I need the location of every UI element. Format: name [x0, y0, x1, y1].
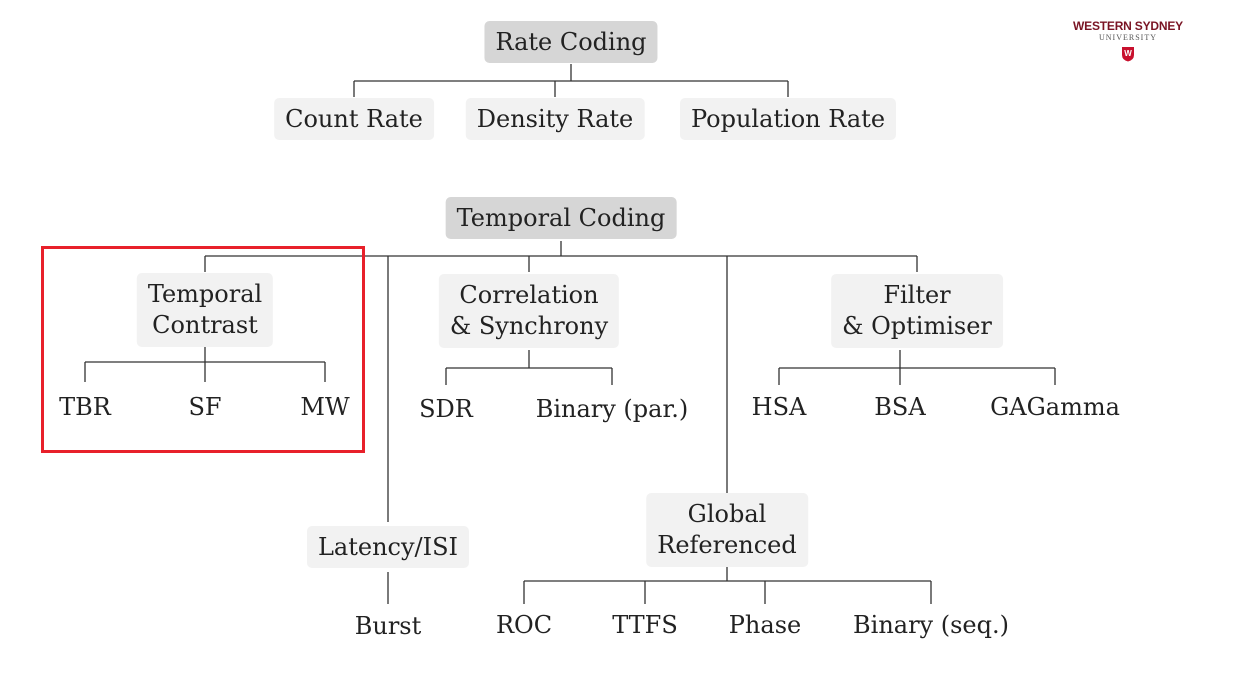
phase-node: Phase — [728, 611, 802, 639]
count-rate-node: Count Rate — [274, 98, 434, 140]
rate-coding-root: Rate Coding — [484, 21, 658, 63]
bsa-node: BSA — [874, 393, 926, 421]
roc-node: ROC — [495, 611, 553, 639]
logo-name: WESTERN SYDNEY — [1073, 19, 1183, 33]
binary-par-node: Binary (par.) — [535, 395, 689, 423]
correlation-line1: Correlation — [459, 281, 599, 309]
filter-optimiser-node: Filter & Optimiser — [831, 274, 1003, 348]
temporal-coding-root: Temporal Coding — [445, 197, 677, 239]
population-rate-node: Population Rate — [679, 98, 897, 140]
gagamma-node: GAGamma — [990, 393, 1120, 421]
temporal-contrast-node: Temporal Contrast — [136, 273, 274, 347]
university-logo: WESTERN SYDNEY UNIVERSITY W — [1070, 20, 1186, 66]
binary-seq-node: Binary (seq.) — [853, 611, 1009, 639]
ttfs-node: TTFS — [612, 611, 678, 639]
tbr-node: TBR — [59, 393, 111, 421]
global-referenced-node: Global Referenced — [646, 493, 808, 567]
density-rate-node: Density Rate — [465, 98, 645, 140]
burst-node: Burst — [354, 612, 422, 640]
filter-line1: Filter — [883, 281, 951, 309]
logo-subtitle: UNIVERSITY — [1099, 33, 1157, 42]
temporal-contrast-line1: Temporal — [147, 280, 263, 308]
mw-node: MW — [300, 393, 350, 421]
hsa-node: HSA — [751, 393, 807, 421]
sdr-node: SDR — [419, 395, 473, 423]
sf-node: SF — [188, 393, 222, 421]
global-line1: Global — [687, 500, 767, 528]
filter-line2: & Optimiser — [842, 312, 992, 340]
correlation-synchrony-node: Correlation & Synchrony — [438, 274, 620, 348]
temporal-contrast-line2: Contrast — [152, 311, 258, 339]
temporal-contrast-highlight — [41, 246, 365, 453]
logo-mark: W — [1124, 49, 1132, 58]
global-line2: Referenced — [657, 531, 797, 559]
university-crest-icon: W — [1122, 47, 1134, 62]
latency-isi-node: Latency/ISI — [306, 526, 470, 568]
correlation-line2: & Synchrony — [449, 312, 609, 340]
